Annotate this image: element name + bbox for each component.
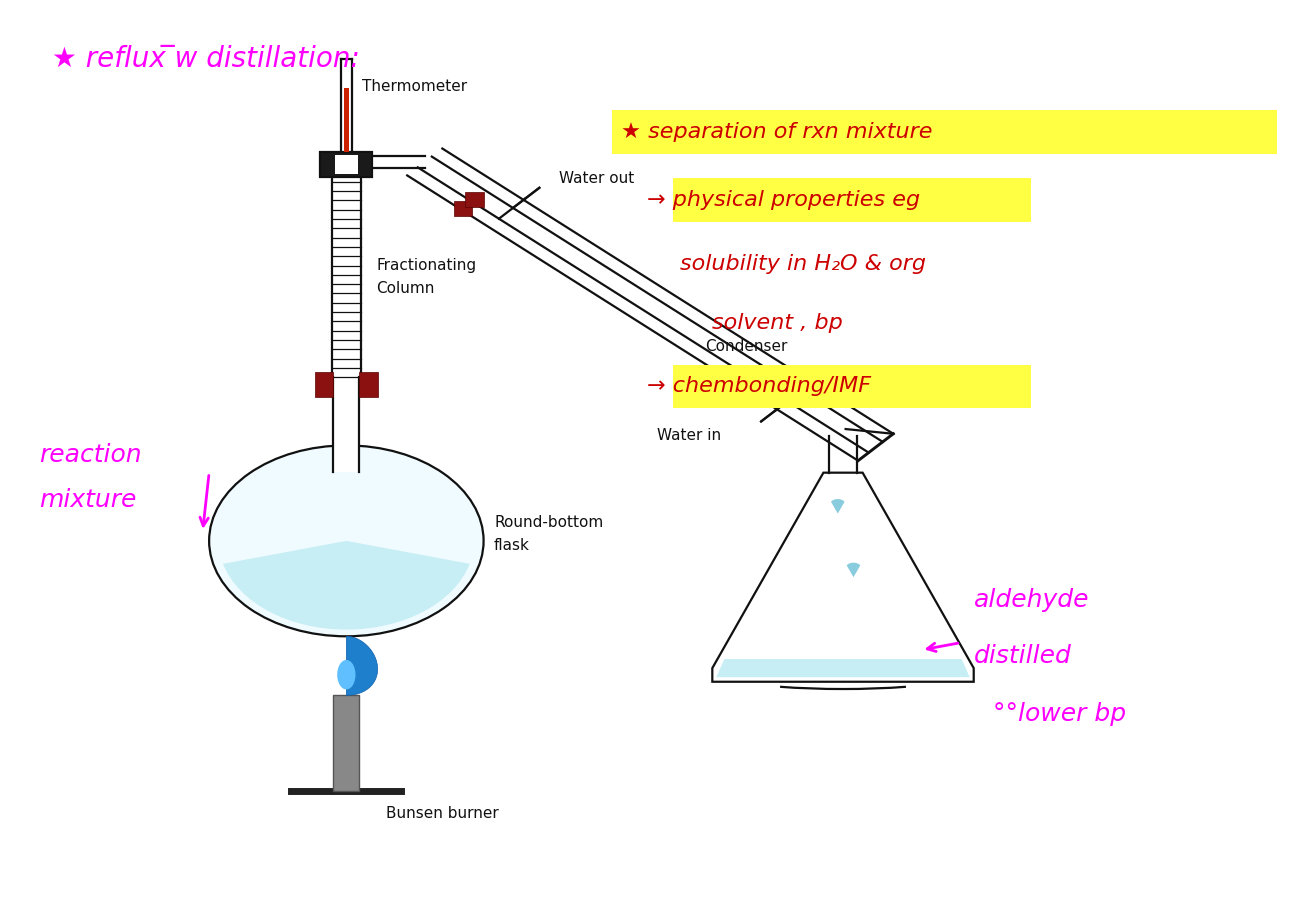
Text: °°lower bp: °°lower bp [993, 702, 1127, 725]
FancyBboxPatch shape [612, 110, 1277, 154]
Text: Thermometer: Thermometer [362, 79, 467, 94]
Text: Fractionating: Fractionating [376, 258, 477, 274]
Text: Bunsen burner: Bunsen burner [386, 806, 498, 821]
Text: reaction: reaction [39, 443, 142, 466]
Bar [335, 155, 358, 174]
FancyBboxPatch shape [673, 178, 1031, 222]
Text: Column: Column [376, 281, 435, 296]
Ellipse shape [337, 660, 356, 690]
Text: distilled: distilled [974, 644, 1072, 668]
Text: aldehyde: aldehyde [974, 588, 1089, 612]
Bar [333, 695, 359, 791]
Text: flask: flask [494, 538, 529, 553]
Polygon shape [712, 473, 974, 682]
Text: mixture: mixture [39, 488, 137, 512]
Text: → physical properties eg: → physical properties eg [647, 190, 920, 210]
Bar [320, 152, 372, 177]
Text: Round-bottom: Round-bottom [494, 515, 604, 530]
Text: solubility in H₂O & org: solubility in H₂O & org [680, 254, 925, 274]
Circle shape [209, 445, 484, 636]
Bar [344, 88, 349, 152]
Text: solvent , bp: solvent , bp [712, 313, 843, 333]
Bar [333, 377, 359, 472]
Text: Water in: Water in [656, 427, 720, 443]
Bar [359, 372, 378, 397]
Polygon shape [831, 499, 844, 514]
Polygon shape [716, 659, 970, 677]
Bar [332, 177, 361, 382]
Text: Condenser: Condenser [706, 339, 788, 354]
Polygon shape [847, 563, 860, 577]
Bar [315, 372, 333, 397]
Text: ★ separation of rxn mixture: ★ separation of rxn mixture [621, 122, 932, 142]
Text: Water out: Water out [559, 171, 634, 186]
Text: → chembonding/IMF: → chembonding/IMF [647, 376, 870, 396]
Wedge shape [223, 541, 469, 630]
Bar [454, 201, 472, 215]
FancyBboxPatch shape [673, 365, 1031, 408]
Text: ★ reflux ̅w distillation:: ★ reflux ̅w distillation: [52, 45, 361, 73]
Polygon shape [346, 636, 378, 695]
Bar [465, 193, 484, 207]
